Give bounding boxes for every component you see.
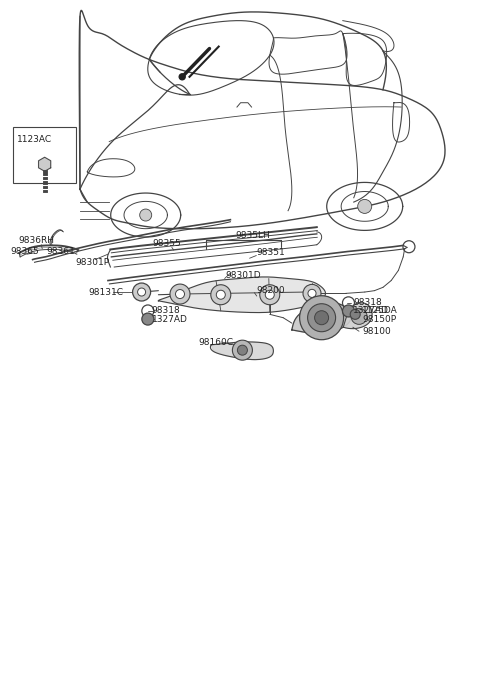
Circle shape: [343, 305, 354, 317]
Circle shape: [358, 199, 372, 214]
Circle shape: [179, 74, 185, 80]
Circle shape: [211, 285, 231, 305]
Circle shape: [138, 288, 145, 296]
Text: 98301P: 98301P: [75, 258, 109, 267]
Circle shape: [300, 295, 344, 340]
Text: 9835LH: 9835LH: [235, 231, 270, 240]
Text: 98150P: 98150P: [362, 314, 396, 324]
Text: 1327AD: 1327AD: [353, 306, 389, 316]
Circle shape: [265, 290, 274, 299]
Circle shape: [170, 284, 190, 304]
Text: 98365: 98365: [11, 247, 39, 256]
Text: 98131C: 98131C: [88, 287, 123, 297]
Text: 1125DA: 1125DA: [362, 306, 397, 316]
Circle shape: [314, 311, 329, 324]
Circle shape: [351, 308, 367, 324]
Text: 1327AD: 1327AD: [152, 314, 188, 324]
Circle shape: [350, 310, 360, 319]
Polygon shape: [292, 303, 350, 333]
Circle shape: [260, 285, 280, 305]
Text: 1123AC: 1123AC: [17, 135, 52, 144]
Circle shape: [308, 289, 316, 297]
FancyBboxPatch shape: [13, 127, 76, 183]
Circle shape: [232, 340, 252, 360]
Circle shape: [308, 304, 336, 332]
Circle shape: [238, 345, 247, 355]
Circle shape: [176, 289, 184, 299]
Text: 98200: 98200: [256, 286, 285, 295]
Text: 98355: 98355: [153, 239, 181, 248]
Text: 98351: 98351: [256, 248, 285, 258]
Circle shape: [132, 283, 151, 301]
Text: 98318: 98318: [152, 306, 180, 316]
Text: 98301D: 98301D: [226, 271, 261, 281]
Text: 98160C: 98160C: [199, 337, 234, 347]
Circle shape: [303, 285, 321, 302]
Text: 98318: 98318: [353, 298, 382, 308]
Polygon shape: [211, 342, 273, 360]
Polygon shape: [158, 277, 325, 312]
Text: 98100: 98100: [362, 327, 391, 336]
Circle shape: [216, 290, 225, 299]
Circle shape: [140, 209, 152, 221]
Circle shape: [142, 313, 154, 325]
Text: 9836RH: 9836RH: [18, 236, 54, 245]
Text: 98361: 98361: [46, 247, 75, 256]
Polygon shape: [38, 158, 51, 171]
Polygon shape: [343, 303, 372, 329]
